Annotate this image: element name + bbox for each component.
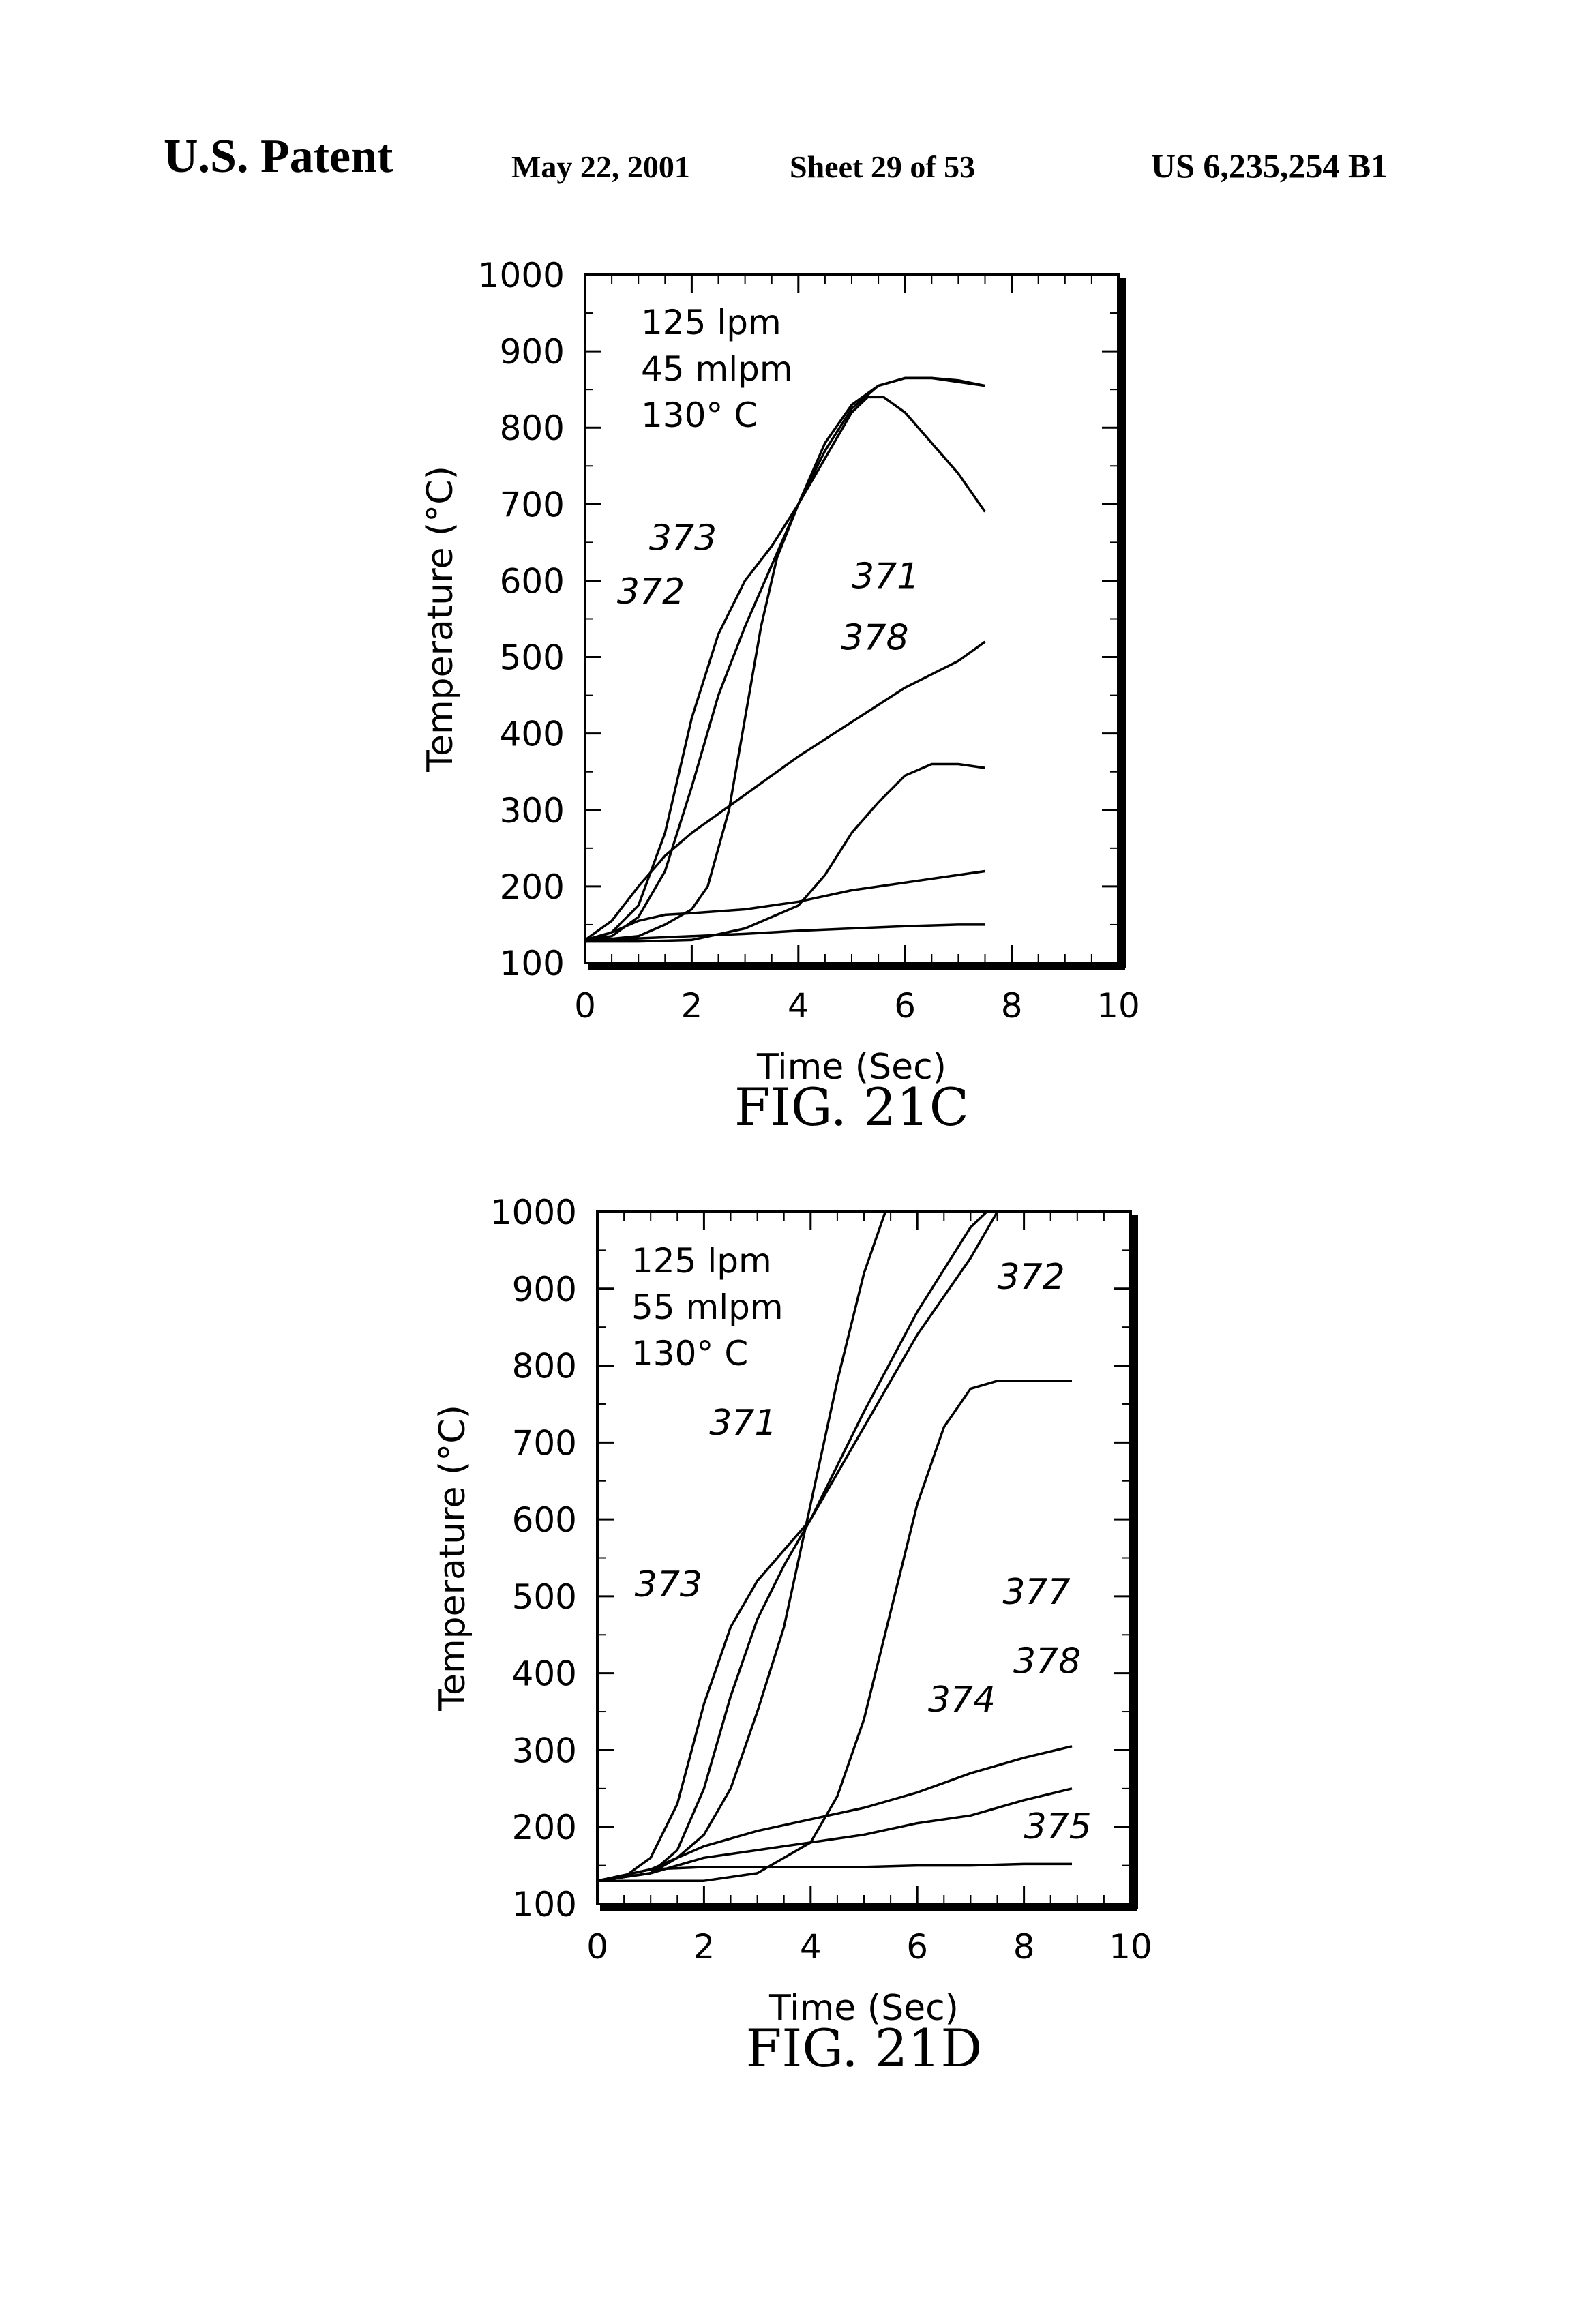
fig-21d-curve-label-372: 372: [998, 1257, 1065, 1298]
fig-21d-curve-374: [597, 1746, 1072, 1881]
fig-21c-condition-note: 125 lpm: [641, 303, 781, 342]
fig-21c-ytick-label: 500: [500, 638, 565, 678]
fig-21c-y-axis-label: Temperature (°C): [420, 466, 461, 773]
fig-21c-xtick-label: 4: [788, 986, 809, 1026]
fig-21d-ytick-label: 800: [512, 1347, 577, 1386]
fig-21c-ytick-label: 100: [500, 944, 565, 983]
fig-21c-condition-note: 130° C: [641, 396, 758, 435]
fig-21d-xtick-label: 10: [1109, 1927, 1152, 1967]
fig-21c-curve-label-372: 372: [617, 571, 685, 612]
fig-21c-curve-371: [585, 378, 985, 941]
fig-21d-ytick-label: 200: [512, 1808, 577, 1847]
fig-21d-curve-label-375: 375: [1024, 1806, 1092, 1847]
fig-21c-caption: FIG. 21C: [734, 1077, 969, 1137]
fig-21d-condition-note: 130° C: [631, 1334, 748, 1373]
fig-21c-ytick-label: 800: [500, 408, 565, 448]
fig-21d-curve-label-371: 371: [709, 1403, 777, 1444]
fig-21c-curve-378: [585, 642, 985, 940]
fig-21d-xtick-label: 8: [1013, 1927, 1035, 1967]
fig-21c-curve-label-373: 373: [649, 518, 717, 559]
fig-21d-ytick-label: 600: [512, 1500, 577, 1540]
fig-21d-xtick-label: 6: [906, 1927, 928, 1967]
fig-21c-ytick-label: 300: [500, 791, 565, 831]
fig-21c-curve-unlabeled-4: [585, 764, 985, 942]
fig-21d-ytick-label: 100: [512, 1885, 577, 1924]
fig-21d-ytick-label: 300: [512, 1731, 577, 1770]
fig-21c-ytick-label: 900: [500, 332, 565, 372]
fig-21d-ytick-label: 500: [512, 1577, 577, 1617]
fig-21c-xtick-label: 10: [1096, 986, 1140, 1026]
fig-21d-caption: FIG. 21D: [746, 2018, 983, 2079]
fig-21d-curve-label-377: 377: [1002, 1572, 1070, 1613]
fig-21d-ytick-label: 900: [512, 1270, 577, 1309]
fig-21c-ytick-label: 200: [500, 867, 565, 907]
fig-21c-curve-372: [585, 378, 985, 940]
fig-21d-curve-label-378: 378: [1013, 1641, 1081, 1682]
fig-21c-xtick-label: 2: [681, 986, 702, 1026]
fig-21d-condition-note: 125 lpm: [631, 1241, 772, 1281]
fig-21c-ytick-label: 700: [500, 485, 565, 524]
fig-21d-ytick-label: 1000: [490, 1193, 577, 1232]
fig-21d-xtick-label: 4: [800, 1927, 822, 1967]
fig-21d-xtick-label: 0: [586, 1927, 608, 1967]
fig-21d-curve-375: [597, 1864, 1072, 1881]
fig-21d-condition-note: 55 mlpm: [631, 1287, 783, 1327]
fig-21c-xtick-label: 0: [574, 986, 596, 1026]
fig-21d-y-axis-label: Temperature (°C): [432, 1405, 473, 1712]
fig-21c-curve-label-371: 371: [852, 556, 919, 597]
fig-21d-xtick-label: 2: [693, 1927, 715, 1967]
fig-21d-curve-label-374: 374: [928, 1680, 996, 1720]
fig-21d-ytick-label: 400: [512, 1654, 577, 1694]
fig-21c-condition-note: 45 mlpm: [641, 349, 793, 389]
fig-21d-ytick-label: 700: [512, 1423, 577, 1463]
fig-21c-curve-373: [585, 397, 985, 940]
fig-21d-curve-label-373: 373: [635, 1564, 702, 1605]
fig-21c-xtick-label: 6: [894, 986, 916, 1026]
fig-21c-ytick-label: 400: [500, 715, 565, 754]
fig-21c-ytick-label: 600: [500, 561, 565, 601]
fig-21c-ytick-label: 1000: [478, 256, 565, 295]
fig-21c-curve-label-378: 378: [841, 617, 908, 658]
fig-21c-xtick-label: 8: [1001, 986, 1023, 1026]
